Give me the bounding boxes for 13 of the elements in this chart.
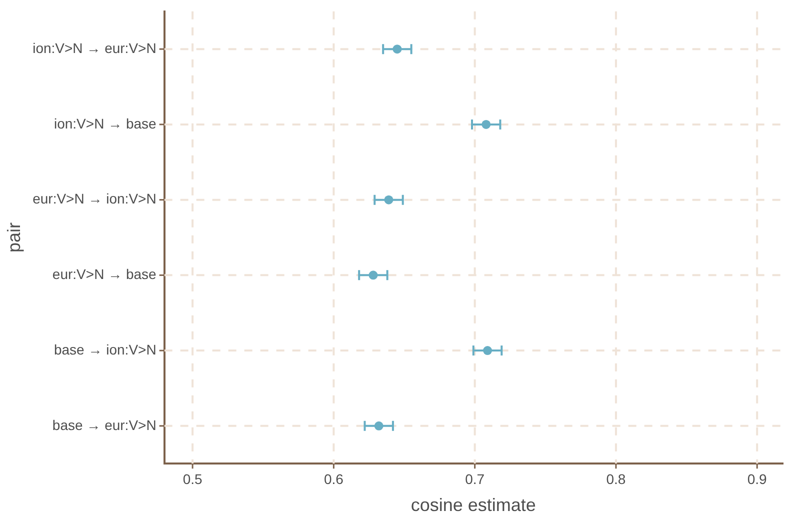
x-tick-label: 0.8 [606,470,626,487]
x-tick-label: 0.5 [182,470,202,487]
y-tick-label: base → ion:V>N [54,341,156,358]
y-tick-label: eur:V>N → ion:V>N [32,190,156,207]
y-tick-label: ion:V>N → base [54,115,157,132]
y-tick-label: base → eur:V>N [52,416,156,433]
x-tick-label: 0.7 [465,470,485,487]
y-tick-label: ion:V>N → eur:V>N [32,40,156,56]
y-axis-title: pair [4,222,24,253]
x-tick-label: 0.6 [324,470,344,487]
x-tick-label: 0.9 [747,470,768,487]
x-axis-title: cosine estimate [410,495,536,516]
y-tick-label: eur:V>N → base [52,266,157,282]
